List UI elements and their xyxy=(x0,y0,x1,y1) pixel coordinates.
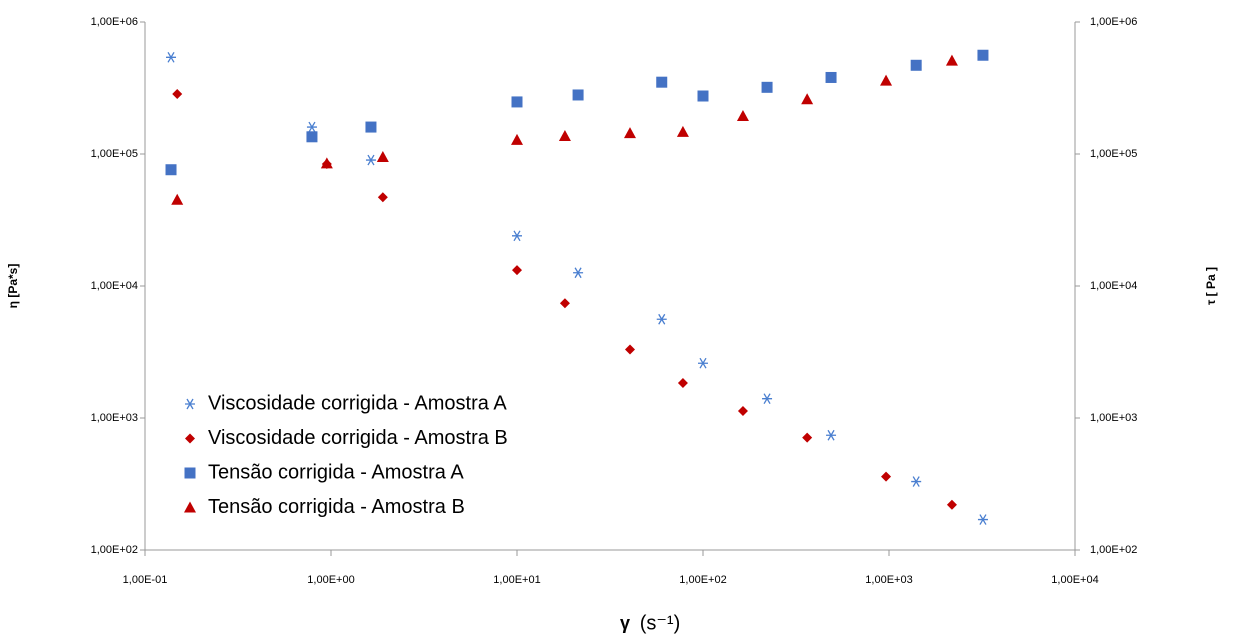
point xyxy=(801,93,814,105)
point xyxy=(624,344,635,355)
point xyxy=(977,514,988,525)
y2-tick-label: 1,00E+06 xyxy=(1090,16,1137,28)
y-tick-label: 1,00E+02 xyxy=(91,544,138,556)
point xyxy=(559,298,570,309)
point xyxy=(762,393,773,405)
point xyxy=(306,131,318,143)
point xyxy=(697,90,709,102)
y-tick-label: 1,00E+04 xyxy=(91,280,138,292)
x-axis-unit: (s⁻¹) xyxy=(640,612,681,634)
legend-marker xyxy=(184,467,196,479)
point xyxy=(572,89,584,101)
point xyxy=(166,51,177,63)
y-axis-title: η [Pa*s] xyxy=(6,264,20,309)
y2-tick-label: 1,00E+05 xyxy=(1090,148,1137,160)
point xyxy=(623,127,636,139)
x-tick-label: 1,00E+03 xyxy=(865,574,912,586)
legend-label: Viscosidade corrigida - Amostra A xyxy=(208,392,507,414)
legend-marker xyxy=(185,433,195,444)
point xyxy=(320,157,333,169)
y-tick-label: 1,00E+05 xyxy=(91,148,138,160)
point xyxy=(826,429,837,441)
point xyxy=(677,378,688,389)
point xyxy=(737,405,748,416)
point xyxy=(761,81,773,93)
point xyxy=(512,230,522,242)
x-tick-label: 1,00E+04 xyxy=(1051,574,1098,586)
point xyxy=(376,150,389,162)
x-axis-title: γ xyxy=(620,613,630,633)
x-tick-label: 1,00E+00 xyxy=(307,574,354,586)
point xyxy=(698,357,708,369)
legend-label: Tensão corrigida - Amostra B xyxy=(208,496,465,518)
legend-label: Tensão corrigida - Amostra A xyxy=(208,461,464,483)
point xyxy=(656,313,667,325)
point xyxy=(511,133,523,145)
point xyxy=(656,76,668,88)
point xyxy=(365,121,377,133)
x-tick-label: 1,00E+02 xyxy=(679,574,726,586)
point xyxy=(825,71,837,83)
point xyxy=(911,476,922,487)
point xyxy=(573,267,584,279)
point xyxy=(512,265,522,276)
point xyxy=(511,96,523,108)
point xyxy=(977,49,989,61)
point xyxy=(880,74,893,86)
point xyxy=(802,432,813,443)
y2-tick-label: 1,00E+04 xyxy=(1090,280,1137,292)
point xyxy=(365,154,376,166)
point xyxy=(910,59,922,71)
point xyxy=(377,192,388,203)
y2-tick-label: 1,00E+03 xyxy=(1090,412,1137,424)
point xyxy=(171,193,184,205)
legend-marker xyxy=(184,501,196,513)
legend-marker xyxy=(185,398,195,410)
point xyxy=(881,471,892,482)
x-tick-label: 1,00E+01 xyxy=(493,574,540,586)
x-tick-label: 1,00E-01 xyxy=(123,574,168,586)
point xyxy=(558,129,571,141)
point xyxy=(165,164,177,176)
point xyxy=(945,54,958,66)
y2-tick-label: 1,00E+02 xyxy=(1090,544,1137,556)
point xyxy=(306,121,317,133)
point xyxy=(946,499,957,510)
y2-axis-title: τ [ Pa ] xyxy=(1204,267,1218,305)
point xyxy=(736,110,749,122)
point xyxy=(676,125,689,137)
y-tick-label: 1,00E+06 xyxy=(91,16,138,28)
y-tick-label: 1,00E+03 xyxy=(91,412,138,424)
legend-label: Viscosidade corrigida - Amostra B xyxy=(208,427,508,449)
point xyxy=(172,88,183,99)
